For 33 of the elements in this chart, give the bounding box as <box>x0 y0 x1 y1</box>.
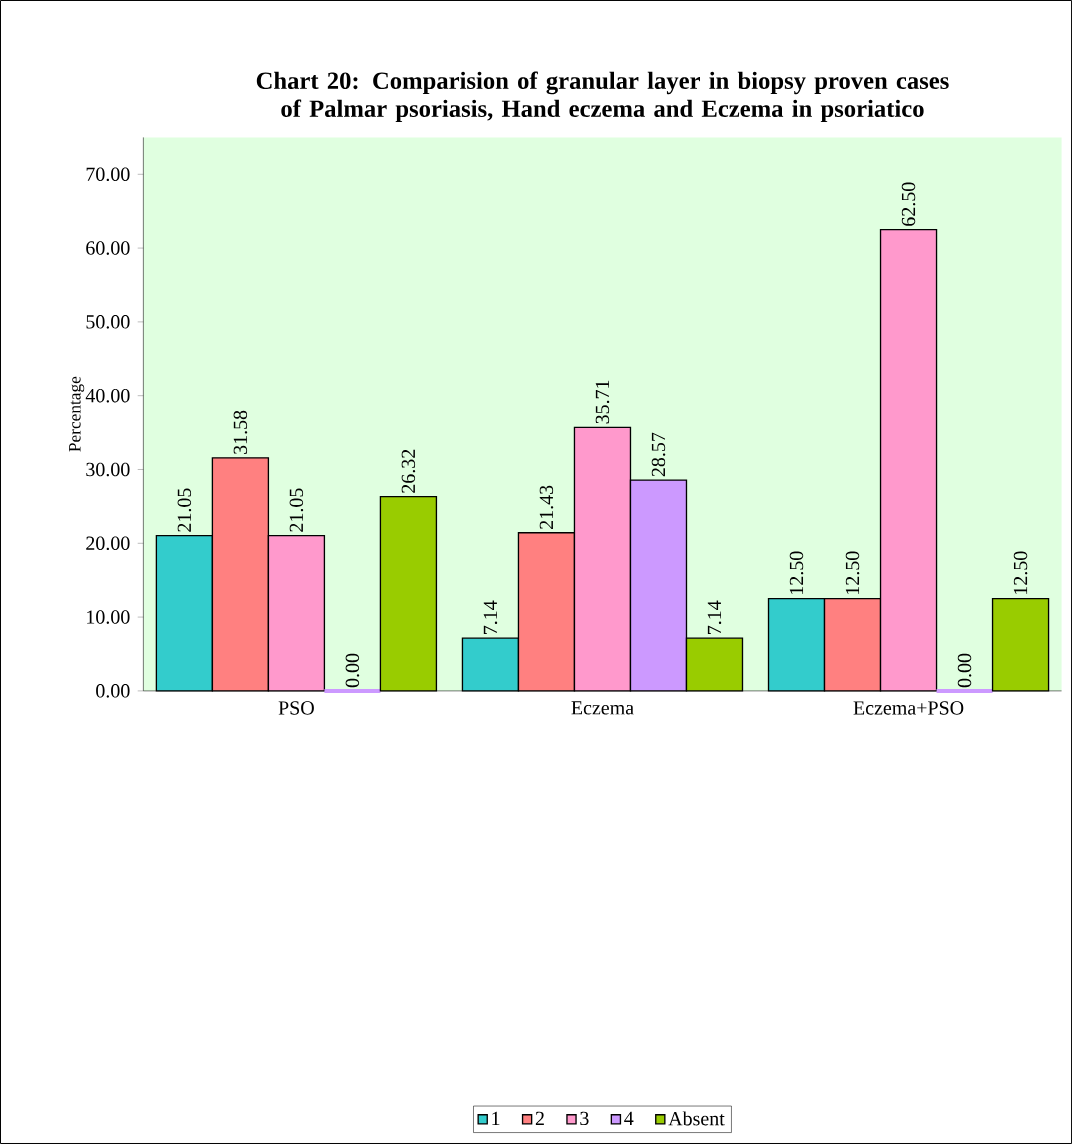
data-label: 21.43 <box>539 485 554 529</box>
chart-title: Chart 20: Comparision of granular layer in biopsy proven cases of Palmar psoriasis, Hand eczema and Eczema in psoriatico <box>256 71 949 123</box>
x-tick-label: PSO <box>278 701 314 715</box>
x-tick-label: Eczema <box>571 701 634 715</box>
data-label: 12.50 <box>1013 551 1028 594</box>
data-label: 7.14 <box>707 600 722 634</box>
data-label: 35.71 <box>595 380 610 424</box>
data-label: 0.00 <box>345 653 360 688</box>
y-tick-label: 0.00 <box>96 684 130 698</box>
legend-label: 2 <box>535 1111 544 1125</box>
y-tick-label: 30.00 <box>86 462 130 477</box>
legend-label: 1 <box>492 1111 500 1125</box>
legend-label: Absent <box>668 1111 725 1126</box>
legend-label: 4 <box>624 1111 634 1125</box>
data-label: 21.05 <box>289 488 304 532</box>
data-label: 26.32 <box>401 449 416 493</box>
data-label: 31.58 <box>233 410 248 454</box>
y-tick-label: 40.00 <box>85 388 130 403</box>
data-label: 7.14 <box>483 600 498 634</box>
y-tick-label: 60.00 <box>86 241 130 255</box>
data-label: 12.50 <box>789 551 804 594</box>
y-axis-title: Percentage <box>69 376 85 452</box>
data-label: 0.00 <box>957 653 972 688</box>
x-tick-label: Eczema+PSO <box>853 701 964 715</box>
data-label: 12.50 <box>845 551 860 594</box>
y-tick-label: 10.00 <box>87 610 130 624</box>
y-tick-label: 50.00 <box>86 315 130 329</box>
data-label: 21.05 <box>177 488 192 532</box>
y-tick-label: 70.00 <box>86 167 130 182</box>
data-label: 28.57 <box>651 432 666 477</box>
y-tick-label: 20.00 <box>86 536 130 551</box>
legend-label: 3 <box>580 1111 589 1126</box>
data-label: 62.50 <box>901 182 916 226</box>
